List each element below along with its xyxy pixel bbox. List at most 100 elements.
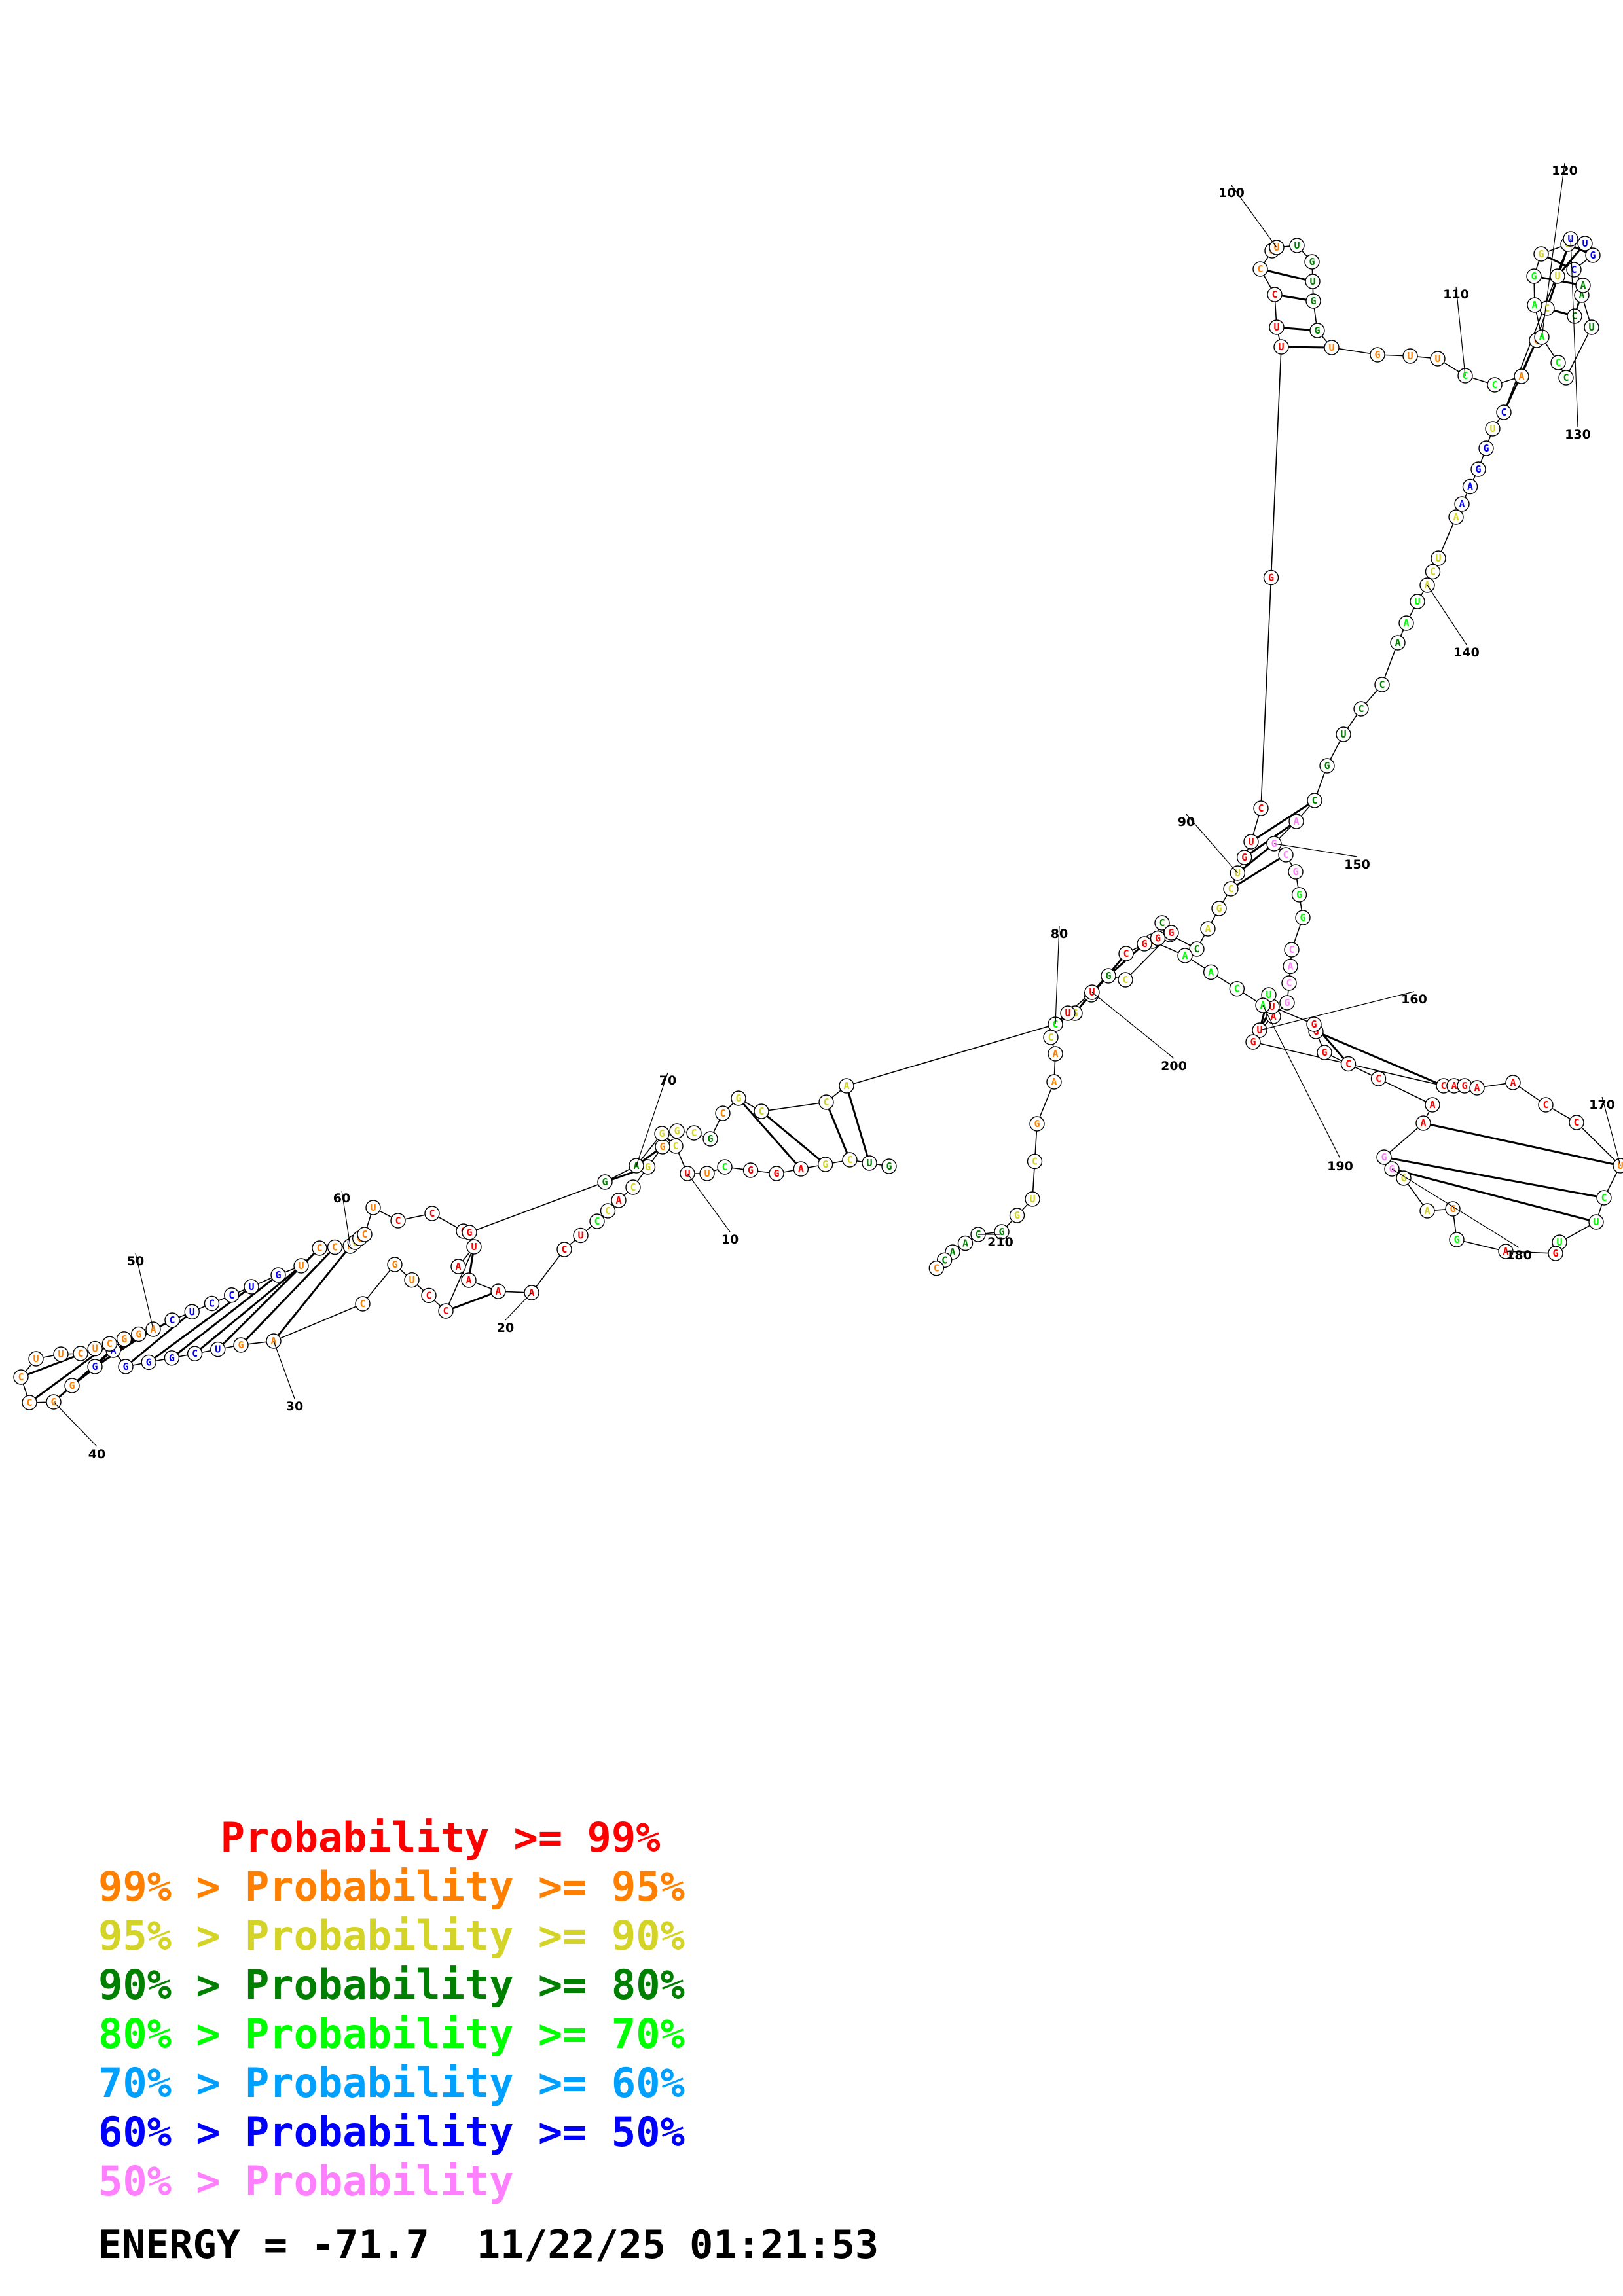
svg-text:G: G: [1014, 1210, 1020, 1221]
nucleotide-141: U: [1410, 594, 1425, 609]
svg-text:A: A: [1459, 498, 1465, 510]
nucleotide-203: A: [1048, 1046, 1063, 1062]
nucleotide-41: C: [22, 1395, 37, 1410]
svg-text:C: C: [1440, 1080, 1446, 1092]
nucleotide-122: C: [1558, 370, 1574, 386]
nucleotide-211: A: [957, 1235, 974, 1251]
nucleotide-191: C: [1229, 980, 1245, 997]
label-leader-190: [1262, 1005, 1341, 1159]
svg-text:U: U: [248, 1281, 254, 1293]
nucleotide-87: A: [1200, 921, 1216, 937]
nucleotide-154: G: [1295, 910, 1311, 925]
svg-text:C: C: [429, 1208, 435, 1219]
svg-text:G: G: [1381, 1151, 1387, 1163]
position-label-50: 50: [127, 1254, 144, 1268]
svg-text:G: G: [69, 1380, 75, 1391]
svg-text:G: G: [1321, 1047, 1327, 1058]
position-label-160: 160: [1401, 992, 1427, 1007]
nucleotide-92: U: [1243, 834, 1259, 850]
nucleotide-49: G: [131, 1326, 147, 1342]
svg-text:G: G: [1168, 927, 1174, 939]
nucleotide-95: U: [1273, 339, 1289, 355]
nucleotide-19: C: [556, 1242, 572, 1257]
svg-text:U: U: [1309, 276, 1315, 287]
svg-text:C: C: [169, 1314, 175, 1326]
nucleotide-97: C: [1267, 287, 1283, 302]
svg-text:C: C: [228, 1289, 234, 1301]
svg-text:G: G: [146, 1356, 152, 1368]
nucleotide-64: U: [365, 1200, 381, 1215]
svg-text:G: G: [238, 1339, 244, 1351]
legend-row-p70: 80% > Probability >= 70%: [98, 2010, 685, 2058]
svg-text:G: G: [1374, 349, 1380, 361]
position-label-90: 90: [1178, 815, 1195, 829]
base-pair-line: [171, 1274, 279, 1359]
nucleotide-147: G: [1319, 758, 1335, 774]
nucleotide-68: G: [462, 1225, 477, 1240]
backbone: [20, 238, 1621, 1403]
label-leader-30: [273, 1340, 295, 1399]
nucleotide-42: C: [13, 1369, 29, 1385]
nucleotide-137: A: [1448, 509, 1464, 525]
nucleotide-63: C: [357, 1227, 373, 1242]
svg-text:G: G: [1531, 270, 1537, 282]
svg-text:C: C: [1573, 1117, 1579, 1128]
svg-text:G: G: [1400, 1172, 1406, 1184]
svg-text:C: C: [1228, 883, 1233, 895]
nucleotide-207: U: [1025, 1191, 1040, 1207]
svg-text:C: C: [1563, 372, 1569, 384]
nucleotide-153: G: [1291, 887, 1307, 903]
svg-text:A: A: [1395, 637, 1400, 649]
svg-text:C: C: [359, 1298, 365, 1310]
nucleotide-204: A: [1046, 1074, 1062, 1090]
nucleotide-25: C: [438, 1303, 454, 1319]
svg-text:G: G: [466, 1227, 472, 1238]
position-label-110: 110: [1443, 287, 1469, 302]
svg-text:G: G: [735, 1092, 741, 1104]
nucleotide-181: G: [1376, 1149, 1392, 1165]
nucleotide-12: G: [655, 1139, 670, 1155]
legend-row-p90: 95% > Probability >= 90%: [98, 1912, 685, 1960]
svg-text:G: G: [998, 1226, 1004, 1238]
legend-row-low: 50% > Probability: [98, 2157, 514, 2205]
svg-text:A: A: [1531, 299, 1537, 311]
nucleotide-157: C: [1281, 975, 1297, 991]
nucleotide-66: C: [424, 1206, 440, 1221]
svg-text:C: C: [443, 1305, 448, 1317]
nucleotide-9: U: [699, 1166, 715, 1181]
nucleotide-32: U: [210, 1341, 226, 1357]
svg-text:U: U: [1273, 321, 1279, 333]
nucleotide-89: C: [1223, 881, 1239, 897]
base-pair-line: [1391, 1168, 1597, 1223]
nucleotide-155: C: [1284, 942, 1300, 958]
nucleotide-206: C: [1027, 1153, 1043, 1170]
label-leader-180: [1391, 1168, 1520, 1248]
nucleotide-184: C: [1370, 1071, 1387, 1086]
nucleotide-84: C: [1118, 972, 1133, 988]
svg-text:C: C: [1286, 977, 1292, 989]
nucleotide-167: A: [1505, 1075, 1521, 1090]
svg-text:G: G: [1300, 912, 1305, 924]
legend-row-p60: 70% > Probability >= 60%: [98, 2059, 685, 2107]
svg-text:C: C: [605, 1205, 611, 1217]
nucleotide-208: G: [1009, 1208, 1025, 1223]
nucleotide-73: C: [686, 1125, 702, 1141]
nucleotide-175: A: [1498, 1244, 1514, 1259]
svg-text:C: C: [332, 1242, 338, 1253]
svg-text:G: G: [1141, 938, 1147, 950]
nucleotide-111: C: [1487, 377, 1503, 393]
nucleotide-127: C: [1566, 262, 1582, 278]
nucleotide-3: C: [842, 1152, 858, 1168]
svg-text:C: C: [1048, 1031, 1053, 1043]
svg-text:G: G: [1241, 852, 1247, 863]
svg-text:C: C: [672, 1140, 678, 1152]
svg-text:A: A: [1474, 1082, 1480, 1094]
nucleotide-98: C: [1252, 261, 1268, 277]
svg-text:G: G: [1250, 1036, 1256, 1048]
svg-text:G: G: [1450, 1203, 1455, 1215]
nucleotide-162: C: [1340, 1056, 1357, 1072]
svg-text:U: U: [1414, 596, 1420, 607]
nucleotide-15: A: [611, 1193, 627, 1208]
svg-text:A: A: [843, 1080, 849, 1092]
nucleotide-4: G: [817, 1157, 833, 1172]
